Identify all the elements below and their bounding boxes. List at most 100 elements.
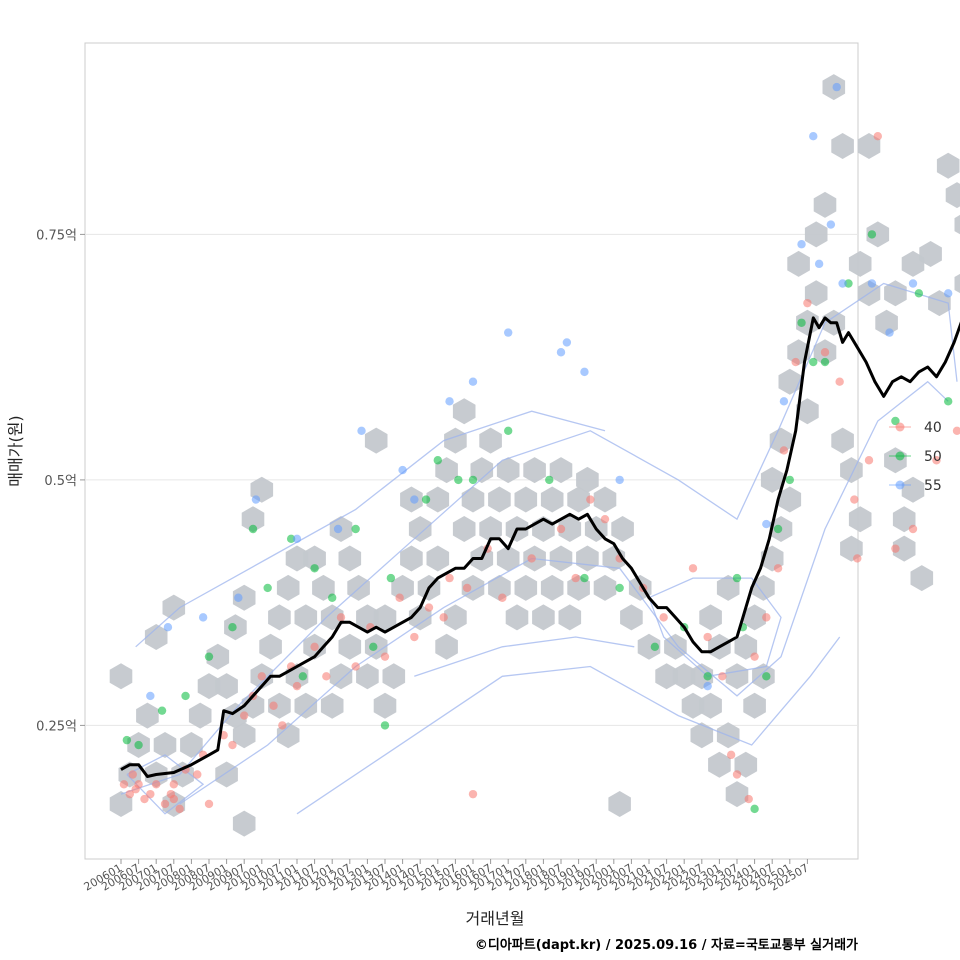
hex-bin	[848, 250, 872, 277]
hex-bin	[400, 545, 423, 572]
scatter-point-40	[410, 632, 419, 642]
hex-bin	[593, 574, 617, 601]
scatter-point-50	[732, 573, 742, 583]
scatter-point-55	[832, 82, 841, 92]
density-contour	[414, 636, 635, 677]
scatter-point-55	[615, 475, 624, 485]
scatter-point-50	[134, 740, 143, 750]
scatter-point-40	[125, 789, 134, 799]
scatter-point-40	[703, 632, 712, 642]
hex-bin	[488, 486, 511, 513]
scatter-point-50	[204, 652, 214, 661]
y-tick-label: 0.75억	[36, 228, 77, 243]
hex-bin	[796, 398, 819, 425]
hex-bin	[382, 663, 406, 690]
hex-bin	[734, 633, 758, 660]
hex-bin	[268, 692, 291, 719]
hex-bin	[514, 574, 538, 601]
scatter-point-50	[181, 691, 190, 701]
hex-bin	[338, 633, 362, 660]
scatter-point-50	[545, 475, 554, 485]
hex-bin	[620, 604, 643, 631]
hex-bin	[153, 732, 177, 758]
scatter-point-50	[944, 397, 953, 406]
hex-bin	[144, 624, 168, 650]
scatter-point-55	[826, 220, 836, 229]
scatter-point-40	[600, 514, 610, 524]
scatter-point-40	[853, 554, 862, 563]
density-contour	[296, 636, 841, 815]
scatter-point-40	[169, 794, 178, 804]
scatter-point-55	[814, 259, 824, 269]
hex-bin	[540, 574, 564, 601]
scatter-point-55	[797, 240, 806, 249]
hex-bin	[320, 604, 344, 631]
hex-bin	[206, 643, 230, 670]
scatter-point-50	[762, 672, 771, 681]
hex-bin	[435, 633, 458, 660]
scatter-point-50	[248, 524, 258, 534]
hex-bin	[655, 663, 678, 690]
scatter-point-50	[351, 524, 360, 534]
scatter-point-40	[240, 711, 249, 720]
scatter-point-40	[310, 642, 319, 652]
scatter-point-55	[580, 367, 589, 377]
hex-bin	[690, 722, 714, 749]
scatter-point-50	[844, 279, 853, 288]
hex-bin	[743, 604, 766, 631]
scatter-point-40	[498, 593, 507, 602]
hex-bin	[426, 545, 450, 572]
scatter-point-55	[838, 279, 847, 288]
hex-bin	[496, 457, 520, 484]
scatter-layer	[119, 82, 960, 814]
scatter-point-40	[864, 456, 874, 465]
scatter-point-40	[773, 564, 783, 573]
hex-bin	[760, 466, 784, 493]
density-contours	[120, 282, 958, 815]
hex-bin	[285, 545, 309, 572]
hex-bin	[611, 516, 634, 542]
scatter-point-40	[193, 770, 202, 779]
legend-label: 50	[924, 449, 942, 465]
scatter-point-40	[380, 652, 390, 661]
scatter-point-40	[873, 132, 882, 141]
y-axis: 0.25억 0.5억 0.75억	[36, 228, 85, 734]
scatter-point-40	[586, 495, 595, 504]
scatter-point-55	[703, 681, 712, 691]
hex-bin	[734, 751, 758, 778]
scatter-point-55	[198, 613, 208, 622]
scatter-point-40	[462, 583, 472, 593]
scatter-point-55	[333, 524, 343, 534]
hex-bin	[241, 506, 265, 533]
hex-bin	[435, 457, 458, 484]
scatter-point-50	[122, 735, 132, 745]
scatter-point-55	[944, 289, 953, 298]
hex-bin	[294, 604, 318, 631]
hex-bin	[426, 486, 450, 513]
scatter-point-40	[952, 426, 960, 435]
density-contour	[135, 410, 606, 648]
hex-bin	[901, 250, 925, 277]
hex-bin	[787, 250, 810, 277]
scatter-point-50	[504, 426, 513, 435]
hex-bin	[276, 574, 300, 601]
x-axis: 2006012006072007012007072008012008072009…	[82, 859, 811, 894]
scatter-point-55	[562, 338, 572, 347]
hex-bin	[672, 663, 696, 690]
scatter-point-40	[175, 804, 184, 814]
scatter-point-55	[292, 534, 302, 544]
hex-bin	[875, 309, 898, 336]
hex-bin	[540, 486, 564, 513]
scatter-point-40	[257, 672, 266, 681]
hex-bin	[338, 545, 362, 572]
scatter-point-50	[797, 318, 806, 327]
hex-bin	[232, 584, 256, 611]
scatter-point-50	[421, 495, 431, 504]
hex-bin	[162, 594, 186, 621]
scatter-point-50	[228, 623, 237, 632]
hex-bin	[197, 673, 221, 700]
scatter-point-55	[762, 519, 771, 529]
hex-bin	[180, 732, 203, 758]
hex-bin	[919, 241, 942, 267]
